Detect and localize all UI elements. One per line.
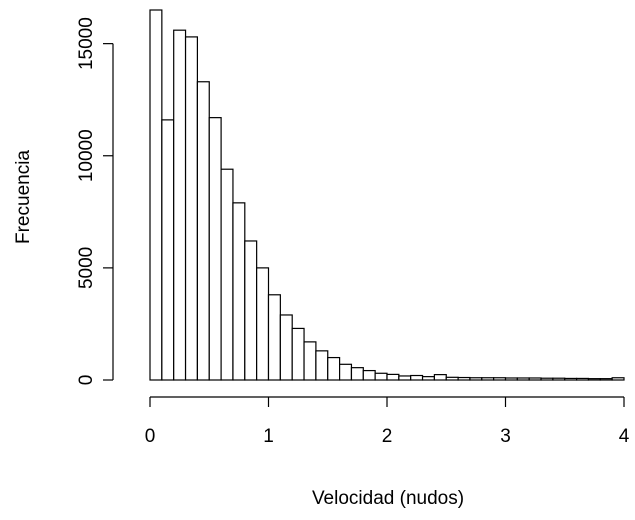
histogram-bar (232, 202, 246, 381)
histogram-bar (256, 267, 270, 381)
histogram-bar (599, 378, 613, 381)
histogram-bar (445, 376, 459, 381)
x-tick-label: 0 (145, 426, 156, 447)
histogram-bar (291, 327, 305, 381)
histogram-bar (587, 378, 601, 381)
histogram-bar (611, 377, 625, 381)
histogram-bar (173, 29, 187, 381)
histogram-bar (516, 377, 530, 381)
histogram-bar (208, 117, 222, 381)
histogram-bar (350, 367, 364, 381)
histogram-bar (362, 369, 376, 381)
x-tick-label: 1 (263, 426, 274, 447)
y-tick-label: 15000 (76, 17, 97, 70)
histogram-bar (528, 377, 542, 381)
histogram-bar (564, 377, 578, 381)
histogram-bar (303, 341, 317, 381)
histogram-bar (540, 377, 554, 381)
histogram-bar (469, 377, 483, 381)
histogram-bar (575, 377, 590, 381)
histogram-bar (279, 314, 293, 381)
histogram-bar (327, 356, 341, 381)
histogram-bar (267, 294, 281, 381)
y-axis: 0 5000 10000 15000 (76, 17, 114, 386)
histogram-bar (184, 36, 199, 381)
y-tick-label: 10000 (76, 129, 97, 182)
x-tick-label: 4 (619, 426, 630, 447)
histogram-bar (410, 374, 424, 381)
histogram-bar (493, 377, 507, 381)
histogram-bar (552, 377, 566, 381)
x-axis-label: Velocidad (nudos) (312, 488, 464, 509)
y-axis-label: Frecuencia (13, 150, 34, 244)
histogram-bar (386, 373, 400, 381)
histogram-bar (161, 119, 175, 381)
histogram-bar (374, 372, 388, 381)
histogram-bar (433, 374, 447, 381)
y-tick-label: 5000 (76, 247, 97, 289)
histogram-bar (315, 350, 329, 381)
histogram-bar (457, 376, 471, 381)
histogram-bar (196, 81, 210, 381)
histogram-bar (339, 363, 353, 381)
x-tick-label: 2 (382, 426, 393, 447)
histogram-bar (220, 168, 234, 381)
histogram-bar (481, 377, 495, 381)
histogram-bar (149, 9, 163, 381)
histogram-bars (149, 9, 625, 381)
histogram-bar (504, 377, 518, 381)
histogram-bar (398, 375, 412, 381)
histogram-bar (244, 240, 258, 381)
y-tick-label: 0 (76, 375, 97, 386)
x-tick-label: 3 (500, 426, 511, 447)
x-axis: 0 1 2 3 4 (145, 396, 630, 447)
histogram-bar (421, 376, 435, 381)
